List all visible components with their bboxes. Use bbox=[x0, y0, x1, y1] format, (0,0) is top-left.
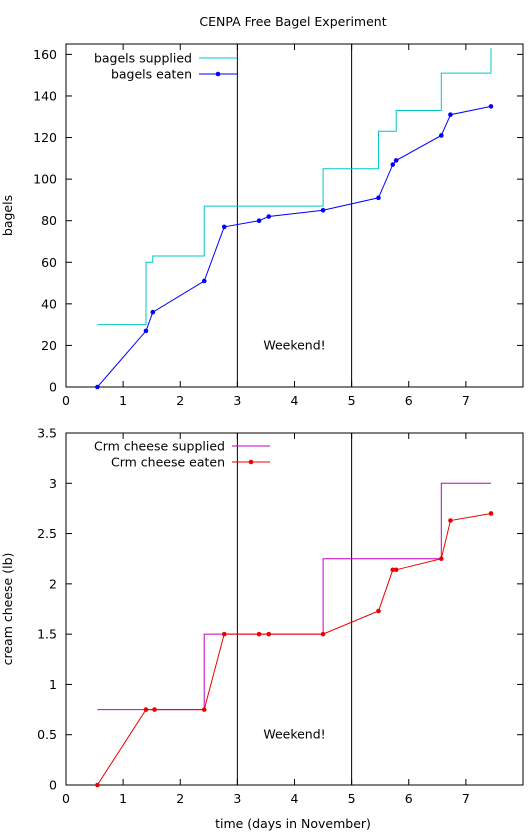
x-tick-label: 2 bbox=[176, 791, 184, 806]
x-tick-label: 2 bbox=[176, 393, 184, 408]
y-tick-label: 1 bbox=[49, 677, 57, 692]
x-tick-label: 0 bbox=[62, 791, 70, 806]
data-point bbox=[143, 328, 149, 334]
y-tick-label: 1.5 bbox=[37, 627, 57, 642]
y-tick-label: 160 bbox=[33, 47, 57, 62]
data-point bbox=[150, 309, 156, 315]
data-point bbox=[488, 104, 494, 109]
data-point bbox=[320, 208, 326, 213]
y-tick-label: 0.5 bbox=[37, 727, 57, 742]
x-tick-label: 1 bbox=[119, 393, 127, 408]
y-tick-label: 40 bbox=[41, 296, 57, 311]
data-point bbox=[320, 631, 326, 637]
data-point bbox=[448, 518, 453, 523]
y-tick-label: 2.5 bbox=[37, 526, 57, 541]
data-point bbox=[488, 511, 494, 516]
weekend-annotation: Weekend! bbox=[263, 337, 325, 352]
x-tick-label: 5 bbox=[348, 791, 356, 806]
y-tick-label: 100 bbox=[33, 172, 57, 187]
data-point bbox=[201, 278, 207, 284]
y-tick-label: 140 bbox=[33, 88, 57, 103]
data-point bbox=[221, 224, 227, 230]
x-tick-label: 5 bbox=[348, 393, 356, 408]
x-tick-label: 4 bbox=[291, 791, 299, 806]
data-point bbox=[95, 384, 100, 390]
panel-cream-cheese: 0 1 2 3 4 5 6 7 0 0.5 1 1.5 2 2.5 3 3.5 cream cheese (lb… bbox=[0, 426, 524, 806]
y-tick-label: 20 bbox=[41, 338, 57, 353]
data-point bbox=[266, 631, 272, 637]
series-line-eaten bbox=[97, 105, 492, 388]
series-line-supplied bbox=[97, 48, 492, 326]
series-line-eaten bbox=[96, 513, 492, 786]
x-tick-label: 3 bbox=[233, 393, 241, 408]
data-point bbox=[266, 214, 272, 219]
data-point bbox=[256, 631, 262, 637]
y-tick-label: 60 bbox=[41, 255, 57, 270]
x-tick-label: 6 bbox=[405, 393, 413, 408]
data-point bbox=[390, 162, 396, 167]
y-axis-label: bagels bbox=[0, 195, 15, 236]
x-tick-label: 7 bbox=[462, 393, 470, 408]
data-point bbox=[143, 707, 149, 712]
weekend-annotation: Weekend! bbox=[263, 727, 325, 742]
data-point bbox=[439, 556, 444, 562]
plot-frame bbox=[65, 43, 524, 388]
y-tick-label: 2 bbox=[49, 576, 57, 591]
y-tick-label: 80 bbox=[41, 213, 57, 228]
y-tick-label: 3.5 bbox=[37, 426, 57, 441]
legend-marker bbox=[215, 71, 221, 77]
legend-marker bbox=[248, 459, 254, 465]
x-tick-label: 3 bbox=[233, 791, 241, 806]
x-tick-label: 4 bbox=[291, 393, 299, 408]
data-point bbox=[221, 631, 227, 637]
series-line-supplied bbox=[97, 482, 491, 711]
data-point bbox=[152, 707, 157, 712]
x-tick-label: 7 bbox=[462, 791, 470, 806]
data-point bbox=[390, 567, 396, 573]
x-tick-label: 6 bbox=[405, 791, 413, 806]
data-point bbox=[393, 158, 399, 163]
data-point bbox=[393, 567, 399, 573]
data-point bbox=[376, 195, 381, 201]
data-point bbox=[448, 112, 453, 117]
data-point bbox=[376, 608, 381, 614]
y-axis-label: cream cheese (lb) bbox=[0, 553, 15, 666]
legend-label: Crm cheese eaten bbox=[111, 455, 225, 470]
legend-label: bagels supplied bbox=[94, 51, 192, 66]
y-tick-label: 120 bbox=[33, 130, 57, 145]
data-point bbox=[201, 707, 207, 712]
chart-title: CENPA Free Bagel Experiment bbox=[199, 14, 386, 29]
legend-label: bagels eaten bbox=[111, 67, 192, 82]
x-tick-label: 0 bbox=[62, 393, 70, 408]
y-tick-label: 3 bbox=[49, 476, 57, 491]
panel-bagels: 0 1 2 3 4 5 6 7 0 20 40 60 80 100 120 140 160 bagels Weeke… bbox=[0, 43, 524, 408]
y-tick-label: 0 bbox=[49, 778, 57, 793]
x-axis-label: time (days in November) bbox=[215, 816, 371, 831]
y-tick-label: 0 bbox=[49, 380, 57, 395]
data-point bbox=[95, 782, 100, 788]
x-tick-label: 1 bbox=[119, 791, 127, 806]
data-point bbox=[256, 218, 262, 223]
legend-label: Crm cheese supplied bbox=[94, 439, 225, 454]
data-point bbox=[439, 133, 444, 138]
